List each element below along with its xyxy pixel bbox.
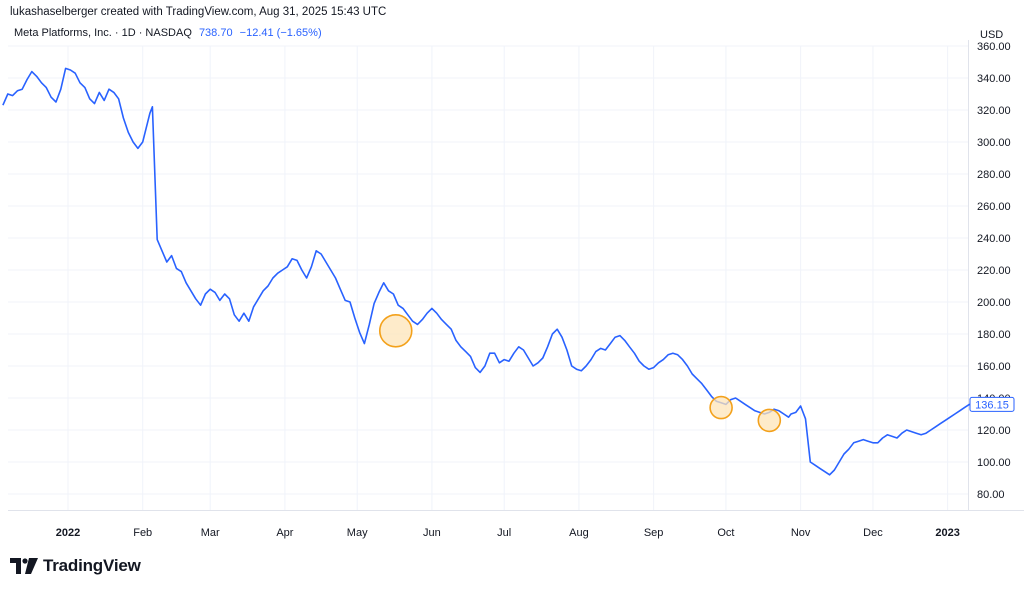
last-value-label: 136.15 bbox=[975, 399, 1009, 411]
y-tick-label: 280.00 bbox=[977, 169, 1011, 181]
x-tick-label: 2022 bbox=[56, 527, 80, 539]
y-tick-label: 200.00 bbox=[977, 297, 1011, 309]
x-tick-label: Feb bbox=[133, 527, 152, 539]
symbol-name: Meta Platforms, Inc. · 1D · NASDAQ bbox=[14, 27, 192, 39]
x-tick-label: Jun bbox=[423, 527, 441, 539]
price-series-line bbox=[2, 67, 989, 476]
y-tick-label: 260.00 bbox=[977, 201, 1011, 213]
x-tick-label: Nov bbox=[791, 527, 811, 539]
currency-label[interactable]: USD bbox=[980, 29, 1004, 41]
y-tick-label: 160.00 bbox=[977, 361, 1011, 373]
y-tick-label: 180.00 bbox=[977, 329, 1011, 341]
tradingview-logo-icon bbox=[10, 558, 38, 574]
x-tick-label: 2023 bbox=[935, 527, 959, 539]
chart-caption: lukashaselberger created with TradingVie… bbox=[10, 6, 387, 18]
y-tick-label: 360.00 bbox=[977, 41, 1011, 53]
symbol-legend: Meta Platforms, Inc. · 1D · NASDAQ 738.7… bbox=[14, 27, 322, 39]
y-tick-label: 100.00 bbox=[977, 457, 1011, 469]
y-tick-label: 320.00 bbox=[977, 105, 1011, 117]
x-tick-label: Mar bbox=[201, 527, 220, 539]
y-tick-label: 220.00 bbox=[977, 265, 1011, 277]
x-tick-label: May bbox=[347, 527, 368, 539]
highlight-marker bbox=[378, 313, 413, 348]
y-tick-label: 340.00 bbox=[977, 73, 1011, 85]
y-tick-label: 80.00 bbox=[977, 489, 1005, 501]
tradingview-logo[interactable]: TradingView bbox=[10, 556, 141, 576]
price-change: −12.41 (−1.65%) bbox=[239, 27, 322, 39]
y-tick-label: 120.00 bbox=[977, 425, 1011, 437]
last-price: 738.70 bbox=[198, 27, 233, 39]
x-tick-label: Jul bbox=[497, 527, 511, 539]
highlight-marker bbox=[709, 395, 733, 420]
x-tick-label: Oct bbox=[717, 527, 734, 539]
x-tick-label: Aug bbox=[569, 527, 589, 539]
y-tick-label: 300.00 bbox=[977, 137, 1011, 149]
tradingview-wordmark: TradingView bbox=[43, 556, 141, 575]
y-tick-label: 240.00 bbox=[977, 233, 1011, 245]
highlight-marker bbox=[757, 408, 782, 433]
x-tick-label: Dec bbox=[863, 527, 883, 539]
x-tick-label: Apr bbox=[276, 527, 293, 539]
x-tick-label: Sep bbox=[644, 527, 664, 539]
last-value-box bbox=[969, 396, 1015, 412]
